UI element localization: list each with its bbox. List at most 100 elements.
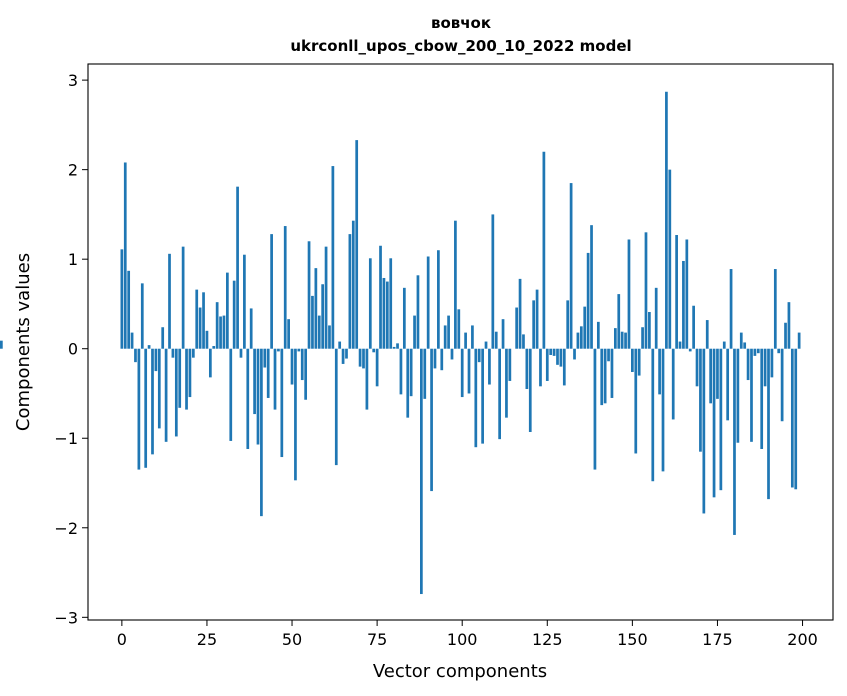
- bar: [246, 348, 250, 449]
- bar: [297, 348, 301, 352]
- bar: [627, 239, 631, 349]
- x-tick-label: 0: [117, 630, 127, 649]
- bar: [675, 235, 678, 349]
- bar: [263, 348, 267, 368]
- bar: [222, 315, 226, 349]
- bar: [283, 226, 287, 349]
- bar: [140, 283, 144, 349]
- bar: [525, 348, 529, 390]
- bar: [208, 348, 212, 378]
- bar: [290, 348, 294, 385]
- bar: [716, 348, 719, 399]
- bar: [579, 326, 583, 349]
- bar: [787, 302, 791, 349]
- bar: [171, 348, 175, 358]
- bar: [294, 348, 297, 481]
- bar: [705, 320, 709, 349]
- bar: [583, 306, 587, 349]
- bar: [351, 220, 355, 349]
- y-tick-label: −2: [54, 519, 78, 538]
- bar: [624, 332, 627, 349]
- bar: [494, 331, 498, 349]
- bar: [212, 346, 216, 349]
- bar: [147, 345, 151, 349]
- bar: [596, 321, 600, 349]
- bar: [389, 258, 393, 349]
- bar: [665, 91, 668, 349]
- bar: [593, 348, 597, 470]
- chart-subtitle: ukrconll_upos_cbow_200_10_2022 model: [290, 37, 631, 55]
- bar: [382, 277, 386, 349]
- bar: [488, 348, 491, 385]
- bar: [532, 300, 536, 349]
- bar: [617, 294, 621, 349]
- bar: [784, 322, 787, 349]
- bar: [0, 340, 3, 349]
- bar: [454, 220, 457, 349]
- bar: [535, 289, 539, 349]
- bar: [253, 348, 256, 415]
- bar: [692, 305, 695, 349]
- bar: [501, 319, 505, 349]
- bar: [311, 295, 314, 349]
- bar: [658, 348, 661, 395]
- x-tick-label: 50: [282, 630, 302, 649]
- bar: [226, 272, 229, 349]
- bar: [375, 348, 379, 387]
- x-tick-label: 175: [702, 630, 733, 649]
- bar: [743, 342, 747, 349]
- bar: [671, 348, 675, 420]
- bar: [726, 348, 730, 421]
- bar: [481, 348, 484, 444]
- bar: [712, 348, 716, 498]
- bar: [328, 325, 331, 349]
- bar: [552, 348, 556, 356]
- x-tick-label: 25: [197, 630, 217, 649]
- bar: [644, 232, 648, 349]
- bar: [151, 348, 154, 455]
- bar: [780, 348, 784, 422]
- bar: [321, 284, 325, 349]
- bar: [396, 343, 399, 349]
- bar: [797, 332, 801, 349]
- bar: [205, 330, 209, 349]
- bar: [545, 348, 549, 381]
- bar: [733, 348, 736, 535]
- bar: [249, 308, 253, 349]
- bar: [181, 246, 185, 349]
- y-tick-label: 1: [68, 250, 78, 269]
- bar: [566, 300, 570, 349]
- bar: [419, 348, 423, 595]
- bar: [243, 254, 246, 349]
- bar: [739, 332, 743, 349]
- bar: [450, 348, 454, 360]
- bar: [763, 348, 767, 387]
- bar: [443, 325, 447, 349]
- bar: [631, 348, 634, 372]
- bar: [756, 348, 760, 354]
- bar: [729, 269, 733, 349]
- bar: [331, 166, 335, 349]
- bar: [447, 315, 450, 349]
- bar: [794, 348, 798, 490]
- bar: [770, 348, 774, 378]
- bar: [127, 270, 131, 349]
- bar: [358, 348, 362, 367]
- bar: [522, 334, 525, 349]
- bar: [198, 307, 202, 349]
- y-axis-label: Components values: [13, 253, 34, 431]
- bar: [668, 169, 672, 349]
- bar: [280, 348, 284, 458]
- bar: [760, 348, 764, 449]
- bar: [430, 348, 433, 492]
- bars-group: [0, 91, 801, 595]
- y-axis-ticks: −3 −2 −1 0 1 2 3: [54, 71, 88, 627]
- bar: [236, 186, 239, 349]
- bar: [542, 151, 546, 349]
- bar: [317, 315, 321, 349]
- bar: [746, 348, 750, 381]
- bar: [464, 332, 467, 349]
- bar: [699, 348, 702, 452]
- y-tick-label: 3: [68, 71, 78, 90]
- bar: [505, 348, 508, 418]
